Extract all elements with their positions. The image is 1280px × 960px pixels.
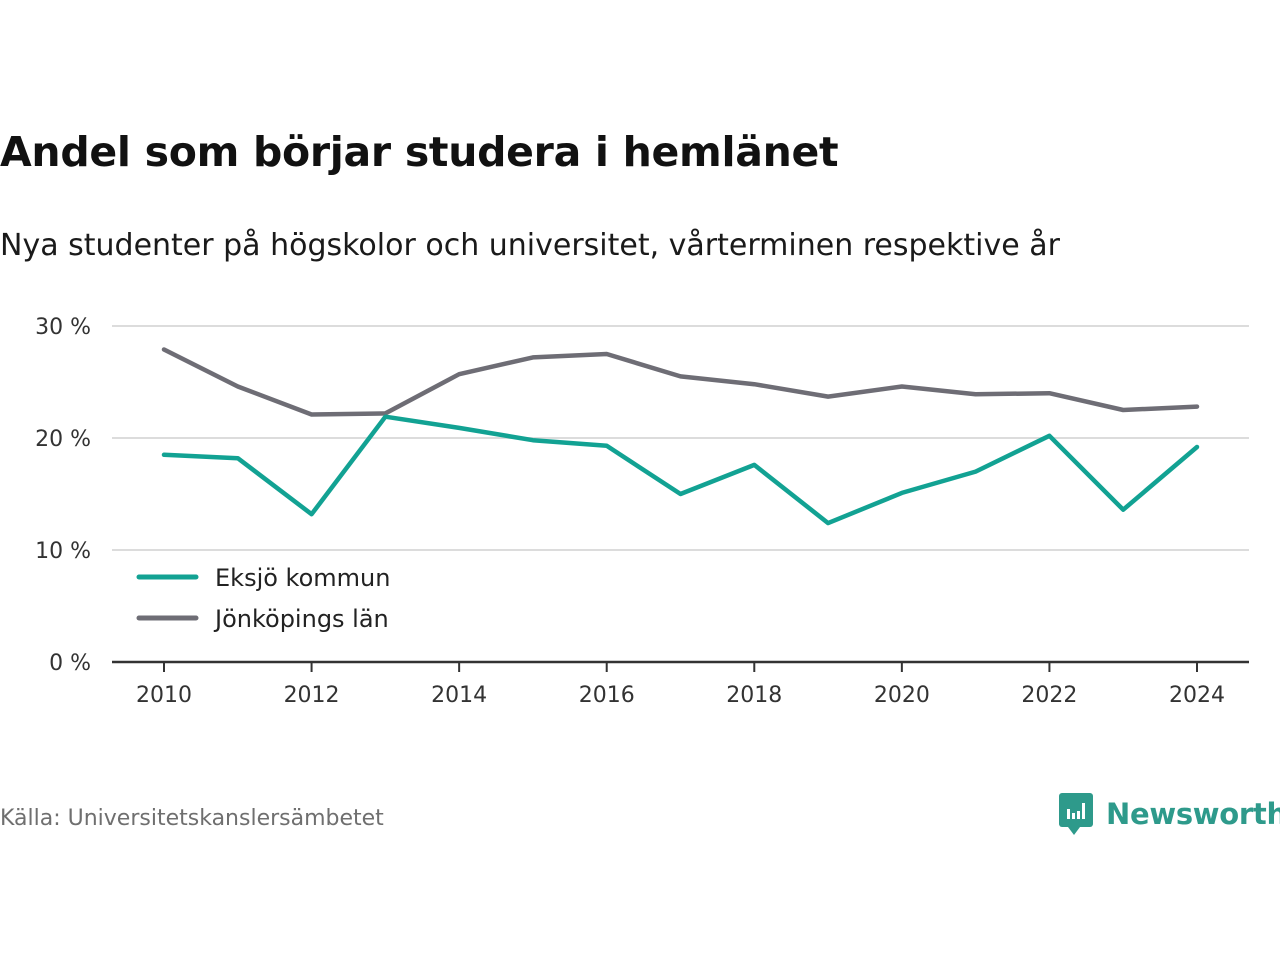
y-tick-label: 30 % (35, 315, 91, 340)
y-tick-label: 0 % (49, 651, 91, 676)
grid-lines (112, 325, 1249, 551)
series-lines (161, 347, 1200, 526)
x-tick-label: 2016 (579, 683, 635, 708)
x-tick-label: 2012 (284, 683, 340, 708)
newsworthy-logo-icon (1059, 793, 1093, 835)
chart-subtitle: Nya studenter på högskolor och universit… (0, 228, 1060, 263)
legend-label-2: Jönköpings län (213, 605, 389, 633)
legend: Eksjö kommun Jönköpings län (136, 564, 390, 633)
series-line-2 (161, 347, 1200, 417)
series-line-1 (161, 414, 1200, 526)
x-tick-label: 2024 (1169, 683, 1225, 708)
brand-logo: Newsworthy (1058, 790, 1280, 838)
y-tick-label: 20 % (35, 427, 91, 452)
chart-title: Andel som börjar studera i hemlänet (0, 128, 839, 176)
axes: 0 % 10 % 20 % 30 % 2010 2012 2014 2016 2018 2020 2… (35, 315, 1249, 708)
x-tick-label: 2010 (136, 683, 192, 708)
x-tick-label: 2022 (1021, 683, 1077, 708)
brand-name: Newsworthy (1106, 797, 1280, 831)
x-tick-label: 2014 (431, 683, 487, 708)
y-tick-label: 10 % (35, 539, 91, 564)
legend-label-1: Eksjö kommun (215, 564, 390, 592)
source-note: Källa: Universitetskanslersämbetet (0, 806, 384, 831)
x-tick-label: 2018 (726, 683, 782, 708)
x-tick-label: 2020 (874, 683, 930, 708)
